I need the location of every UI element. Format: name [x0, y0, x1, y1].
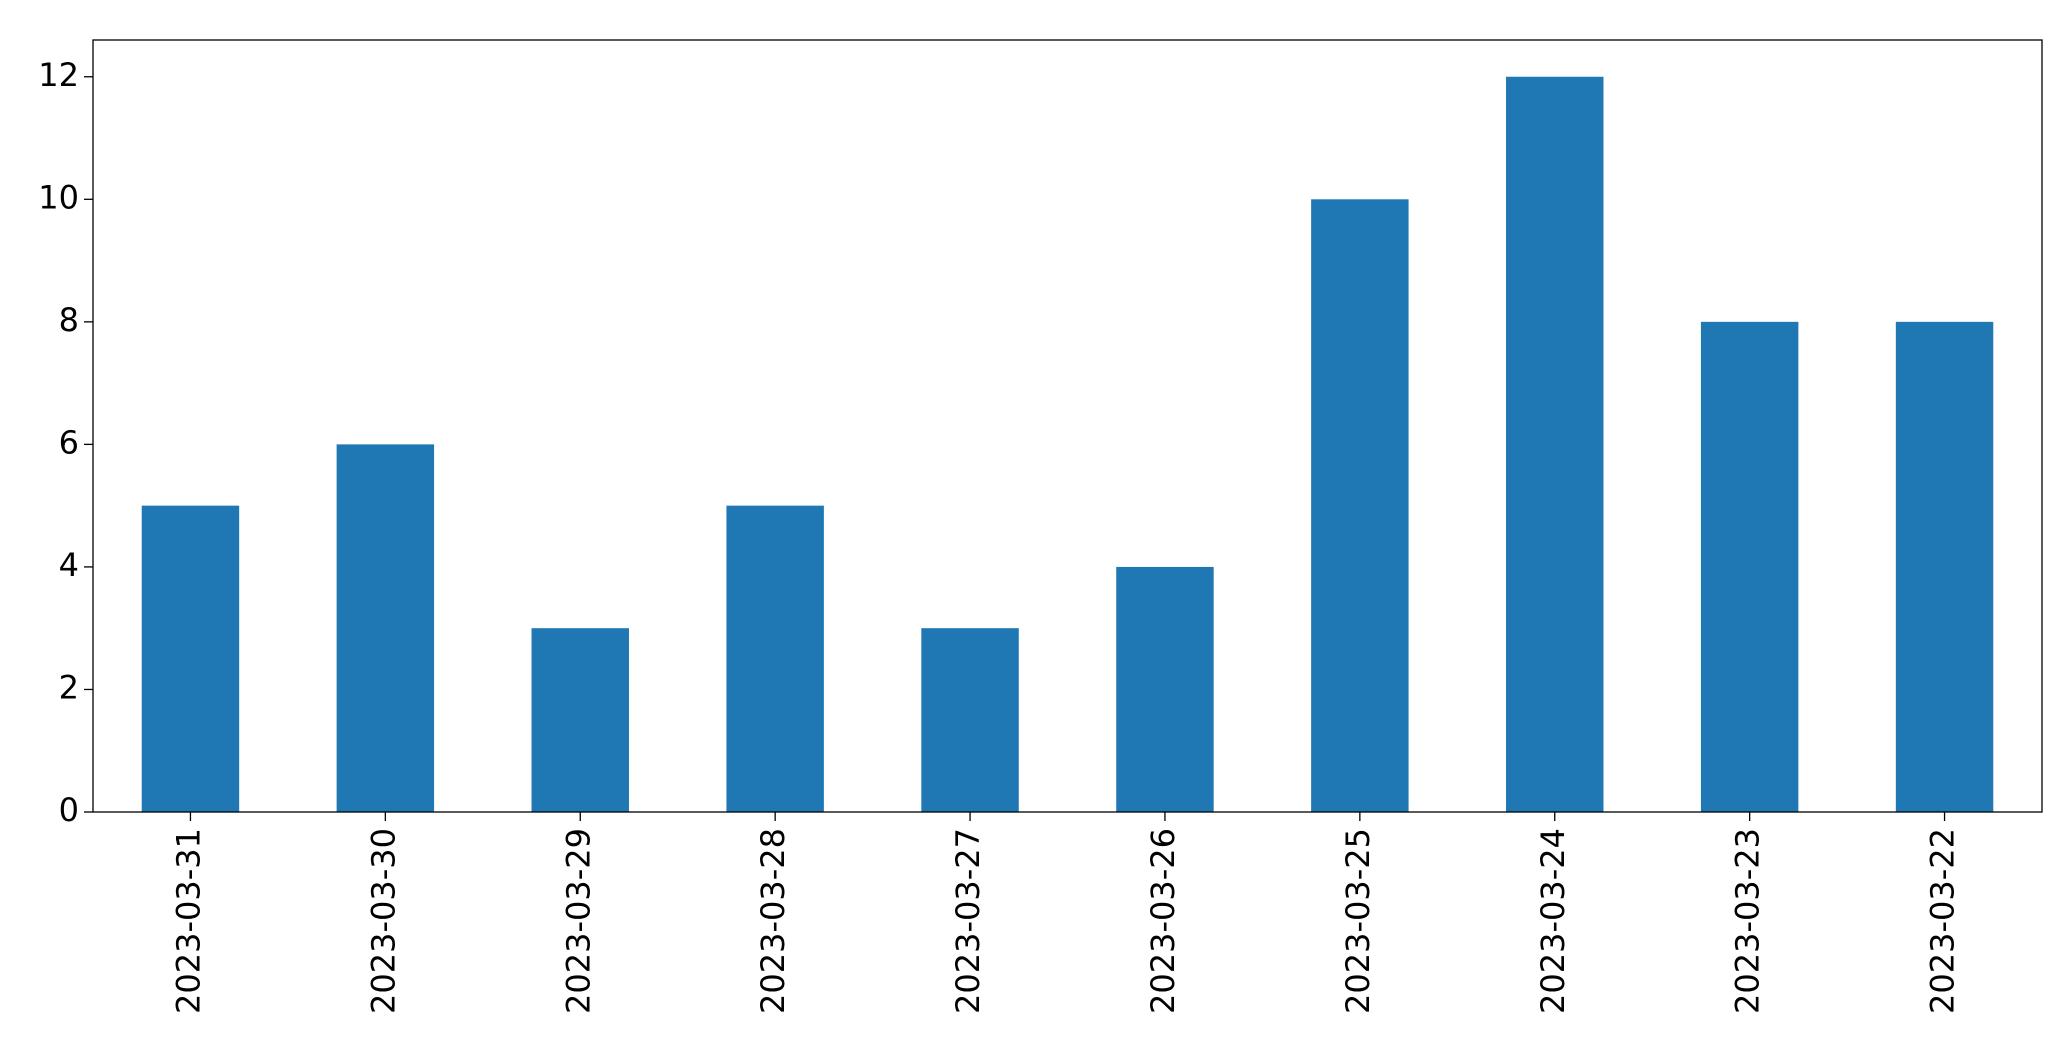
x-tick-label: 2023-03-28: [754, 828, 792, 1014]
y-tick-label: 2: [59, 668, 79, 706]
x-tick-label: 2023-03-23: [1729, 828, 1767, 1014]
x-tick-label: 2023-03-22: [1924, 828, 1962, 1014]
x-tick-label: 2023-03-27: [949, 828, 987, 1014]
y-tick-label: 12: [38, 56, 79, 94]
bar: [336, 444, 435, 812]
y-tick-label: 8: [59, 301, 79, 339]
x-tick-label: 2023-03-31: [169, 828, 207, 1014]
bar: [1506, 76, 1604, 812]
y-tick-label: 6: [59, 423, 79, 461]
bar: [726, 505, 824, 812]
plot-frame: [92, 39, 2043, 813]
bar: [1700, 321, 1799, 812]
x-tick-label: 2023-03-26: [1144, 828, 1182, 1014]
y-tick-label: 0: [59, 791, 79, 829]
bar: [1311, 199, 1409, 813]
x-tick-label: 2023-03-30: [364, 828, 402, 1014]
bar: [1895, 321, 1994, 812]
bar: [531, 628, 629, 812]
y-tick-label: 10: [38, 178, 79, 216]
bar: [141, 505, 240, 812]
x-tick-label: 2023-03-29: [559, 828, 597, 1014]
bar: [921, 628, 1019, 812]
bar: [1116, 566, 1214, 812]
x-tick-label: 2023-03-24: [1534, 828, 1572, 1014]
y-tick-label: 4: [59, 546, 79, 584]
x-tick-label: 2023-03-25: [1339, 828, 1377, 1014]
